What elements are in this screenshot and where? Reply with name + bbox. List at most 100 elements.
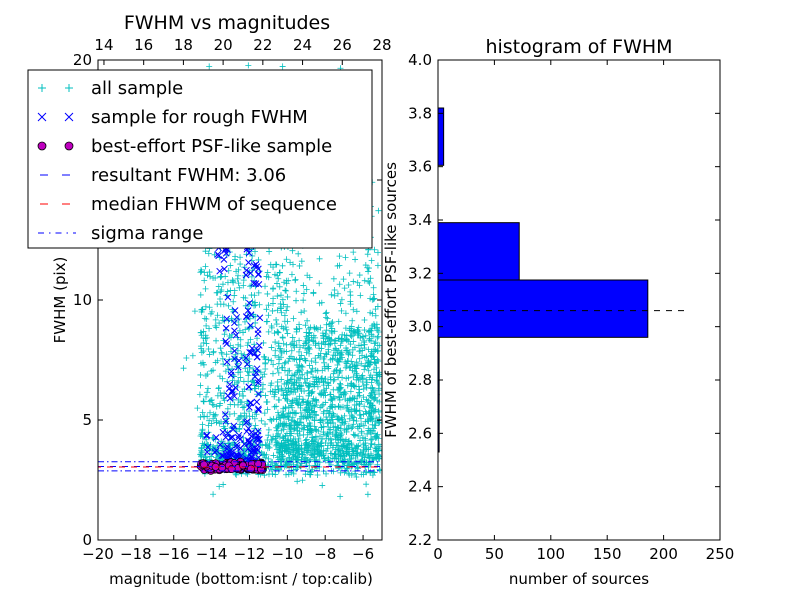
all-sample-point [375,207,382,214]
rough-fwhm-point [245,439,253,446]
all-sample-point [331,347,338,354]
legend-entry: all sample [38,78,183,99]
all-sample-point [252,248,259,255]
all-sample-point [323,333,330,340]
all-sample-point [313,399,320,406]
all-sample-point [269,388,276,395]
rough-fwhm-point [247,448,255,456]
all-sample-point [217,389,224,396]
all-sample-point [284,398,291,405]
all-sample-point [291,425,298,432]
all-sample-point [279,433,286,440]
all-sample-point [311,403,318,410]
all-sample-point [285,358,292,365]
all-sample-point [283,326,290,333]
all-sample-point [304,272,311,279]
all-sample-point [307,400,314,407]
all-sample-point [276,345,283,352]
all-sample-point [334,262,341,269]
left-axes-ticks: −20 −18 −16 −14 −12 −10 −8 −6 14 16 18 20 22 24 26 28 0 5… [73,36,392,563]
rough-fwhm-point [250,279,258,287]
all-sample-point [357,415,364,422]
all-sample-point [323,385,330,392]
all-sample-point [375,333,382,340]
all-sample-point [229,277,236,284]
all-sample-point [361,366,368,373]
all-sample-point [334,416,341,423]
all-sample-point [215,385,222,392]
all-sample-point [369,384,376,391]
all-sample-point [332,433,339,440]
all-sample-point [237,374,244,381]
right-chart-title: histogram of FWHM [485,36,672,58]
rough-fwhm-point [221,411,229,418]
rough-fwhm-point [231,392,238,400]
all-sample-point [273,416,280,423]
all-sample-point [368,389,375,396]
all-sample-point [305,398,312,405]
all-sample-point [289,247,296,254]
all-sample-point [199,359,206,366]
all-sample-point [215,283,222,290]
all-sample-point [363,469,370,476]
all-sample-point [296,348,303,355]
all-sample-point [329,319,336,326]
all-sample-point [246,301,253,308]
all-sample-point [205,385,212,392]
all-sample-point [296,382,303,389]
all-sample-point [252,422,259,429]
all-sample-point [361,345,368,352]
all-sample-point [347,381,354,388]
all-sample-point [222,273,229,280]
all-sample-point [241,318,248,325]
all-sample-point [345,350,352,357]
all-sample-point [259,385,266,392]
all-sample-point [243,251,250,258]
all-sample-point [359,352,366,359]
all-sample-point [314,471,321,478]
all-sample-point [353,473,360,480]
all-sample-point [284,437,291,444]
all-sample-point [343,448,350,455]
all-sample-point [270,285,277,292]
all-sample-point [305,384,312,391]
all-sample-point [276,283,283,290]
right-y-tick-label: 2.2 [408,531,432,549]
all-sample-point [317,416,324,423]
rough-fwhm-point [246,349,254,356]
all-sample-point [313,427,320,434]
all-sample-point [361,317,368,324]
all-sample-point [197,343,204,350]
all-sample-point [218,287,225,294]
all-sample-point [306,350,313,357]
all-sample-point [330,424,337,431]
all-sample-point [368,415,375,422]
rough-fwhm-point [248,432,255,440]
all-sample-point [374,451,381,458]
all-sample-point [367,275,374,282]
all-sample-point [255,289,262,296]
all-sample-point [256,301,263,308]
all-sample-point [317,324,324,331]
all-sample-point [281,360,288,367]
all-sample-point [274,409,281,416]
all-sample-point [273,321,280,328]
all-sample-point [265,274,272,281]
all-sample-point [306,409,313,416]
all-sample-point [296,344,303,351]
all-sample-point [262,366,269,373]
all-sample-point [213,289,220,296]
all-sample-point [291,419,298,426]
all-sample-point [359,456,366,463]
all-sample-point [264,318,271,325]
all-sample-point [374,342,381,349]
all-sample-point [374,417,381,424]
all-sample-point [313,412,320,419]
all-sample-point [346,456,353,463]
all-sample-point [360,422,367,429]
all-sample-point [219,281,226,288]
rough-fwhm-point [203,432,210,440]
all-sample-point [204,413,211,420]
all-sample-point [338,335,345,342]
all-sample-point [359,453,366,460]
